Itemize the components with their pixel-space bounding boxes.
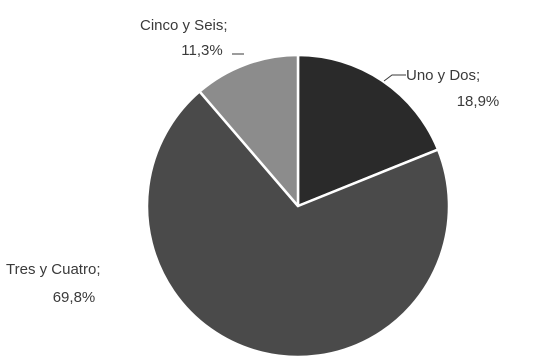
slice-uno-y-dos [296,53,440,208]
slice-label-uno-y-dos: Uno y Dos [406,67,476,84]
leader-line-uno-y-dos [383,74,406,82]
leader-lines [232,53,406,82]
pie-slices [145,53,451,359]
slice-label-cinco-y-seis-separator: ; [223,17,227,34]
slice-label-tres-y-cuatro-separator: ; [96,261,100,278]
slice-tres-y-cuatro [145,90,451,359]
slice-label-uno-y-dos-separator: ; [476,67,480,84]
slice-cinco-y-seis [198,53,300,208]
slice-value-tres-y-cuatro: 69,8% [53,289,96,306]
slice-value-cinco-y-seis: 11,3% [181,42,222,59]
slice-value-uno-y-dos: 18,9% [457,93,500,110]
slice-label-tres-y-cuatro: Tres y Cuatro [6,261,96,278]
slice-label-cinco-y-seis: Cinco y Seis [140,17,223,34]
